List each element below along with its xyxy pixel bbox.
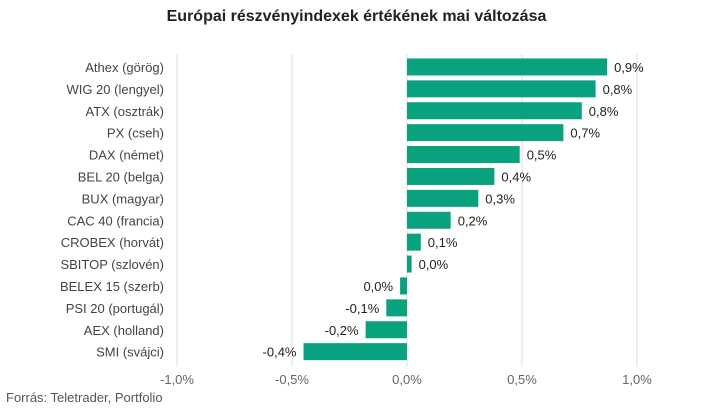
category-label: DAX (német) <box>89 148 164 163</box>
bar <box>386 299 407 317</box>
bar <box>407 233 421 251</box>
category-label: BELEX 15 (szerb) <box>60 279 164 294</box>
category-label: SMI (svájci) <box>96 345 164 360</box>
bars <box>303 58 608 361</box>
value-label: 0,7% <box>570 126 600 141</box>
value-label: -0,4% <box>263 345 297 360</box>
value-label: 0,0% <box>363 279 393 294</box>
category-label: Athex (görög) <box>85 60 164 75</box>
value-label: -0,2% <box>325 323 359 338</box>
category-label: BEL 20 (belga) <box>78 169 164 184</box>
bar <box>303 343 407 361</box>
value-label: 0,4% <box>501 169 531 184</box>
value-label: 0,1% <box>428 235 458 250</box>
bar <box>365 321 407 339</box>
x-tick-label: -0,5% <box>275 372 309 387</box>
category-label: BUX (magyar) <box>82 191 164 206</box>
x-tick-label: 0,5% <box>507 372 537 387</box>
bar <box>407 58 608 76</box>
value-label: 0,8% <box>589 104 619 119</box>
x-tick-label: 0,0% <box>392 372 422 387</box>
value-label: -0,1% <box>345 301 379 316</box>
category-label: CROBEX (horvát) <box>61 235 164 250</box>
category-labels: Athex (görög) WIG 20 (lengyel) ATX (osztrá… <box>60 60 164 360</box>
bar <box>407 189 479 207</box>
category-label: AEX (holland) <box>84 323 164 338</box>
value-labels: 0,9% 0,8% 0,8% 0,7% 0,5% 0,4% 0,3% 0,2%0,1% 0,0%… <box>263 60 645 360</box>
source-note: Forrás: Teletrader, Portfolio <box>6 390 163 405</box>
x-tick-label: 1,0% <box>622 372 652 387</box>
value-label: 0,2% <box>458 213 488 228</box>
value-label: 0,3% <box>485 191 515 206</box>
category-label: PX (cseh) <box>107 126 164 141</box>
category-label: SBITOP (szlovén) <box>60 257 164 272</box>
bar <box>407 146 520 164</box>
bar <box>407 211 451 229</box>
bar <box>407 167 495 185</box>
category-label: ATX (osztrák) <box>86 104 165 119</box>
bar <box>400 277 407 295</box>
category-label: CAC 40 (francia) <box>67 213 164 228</box>
x-axis-tick-labels: -1,0% -0,5% 0,0% 0,5% 1,0% <box>160 372 652 387</box>
bar <box>407 102 582 120</box>
bar <box>407 124 564 142</box>
category-label: PSI 20 (portugál) <box>66 301 164 316</box>
chart-title: Európai részvényindexek értékének mai vá… <box>166 8 547 25</box>
bar <box>407 80 596 98</box>
x-tick-label: -1,0% <box>160 372 194 387</box>
category-label: WIG 20 (lengyel) <box>66 82 164 97</box>
bar <box>407 255 412 273</box>
value-label: 0,0% <box>419 257 449 272</box>
value-label: 0,9% <box>614 60 644 75</box>
value-label: 0,5% <box>527 148 557 163</box>
gridlines <box>176 54 638 367</box>
value-label: 0,8% <box>603 82 633 97</box>
